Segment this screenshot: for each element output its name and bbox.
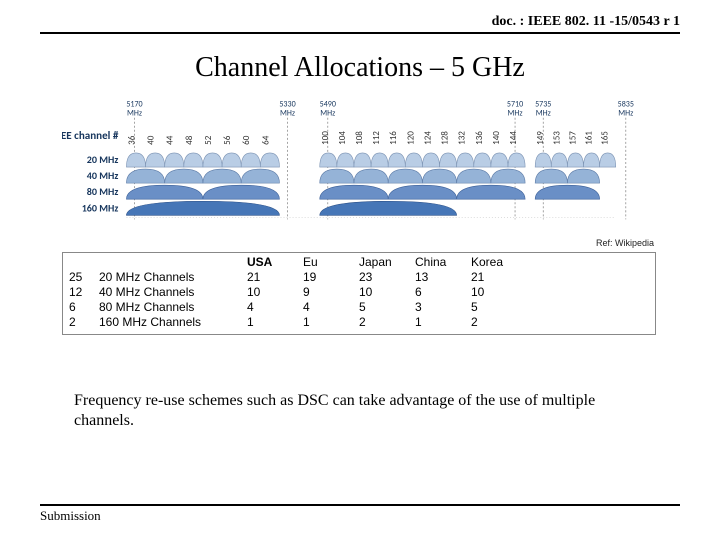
- svg-text:MHz: MHz: [320, 109, 335, 119]
- ct-cell: 1: [303, 315, 359, 330]
- ct-cell: 2: [471, 315, 527, 330]
- svg-text:40 MHz: 40 MHz: [87, 169, 119, 182]
- svg-text:60: 60: [241, 135, 252, 145]
- svg-text:100: 100: [320, 131, 331, 145]
- svg-text:116: 116: [388, 131, 399, 145]
- ct-row-count: 2: [69, 315, 99, 330]
- ct-row-count: 25: [69, 270, 99, 285]
- ct-cell: 19: [303, 270, 359, 285]
- svg-text:44: 44: [165, 135, 176, 145]
- ct-cell: 3: [415, 300, 471, 315]
- ct-row-label: 80 MHz Channels: [99, 300, 247, 315]
- svg-text:157: 157: [567, 131, 578, 145]
- ct-cell: 5: [359, 300, 415, 315]
- ct-cell: 1: [415, 315, 471, 330]
- svg-text:108: 108: [354, 131, 365, 145]
- svg-text:149: 149: [535, 131, 546, 145]
- ct-row-count: 6: [69, 300, 99, 315]
- svg-text:MHz: MHz: [618, 109, 633, 119]
- page-title: Channel Allocations – 5 GHz: [40, 34, 680, 94]
- svg-text:40: 40: [146, 135, 157, 145]
- ct-row: 1240 MHz Channels10910610: [69, 285, 651, 300]
- ct-header-usa: USA: [247, 255, 303, 270]
- svg-text:36: 36: [126, 135, 137, 145]
- body-paragraph: Frequency re-use schemes such as DSC can…: [74, 391, 646, 431]
- ct-row: 2520 MHz Channels2119231321: [69, 270, 651, 285]
- diagram: IEEE channel #20 MHz40 MHz80 MHz160 MHz5…: [62, 94, 656, 335]
- svg-text:MHz: MHz: [508, 109, 523, 119]
- svg-text:MHz: MHz: [536, 109, 551, 119]
- svg-text:52: 52: [203, 135, 214, 145]
- ct-header-japan: Japan: [359, 255, 415, 270]
- svg-text:128: 128: [440, 131, 451, 145]
- ct-header: USAEuJapanChinaKorea: [69, 255, 651, 270]
- svg-text:112: 112: [371, 131, 382, 145]
- reference-note: Ref: Wikipedia: [62, 234, 656, 252]
- ct-cell: 10: [359, 285, 415, 300]
- ct-header-china: China: [415, 255, 471, 270]
- ct-row: 2160 MHz Channels11212: [69, 315, 651, 330]
- ct-row-label: 40 MHz Channels: [99, 285, 247, 300]
- svg-text:IEEE channel #: IEEE channel #: [62, 128, 119, 142]
- ct-header-eu: Eu: [303, 255, 359, 270]
- svg-text:124: 124: [422, 131, 433, 145]
- ct-cell: 4: [303, 300, 359, 315]
- ct-cell: 21: [247, 270, 303, 285]
- channel-chart: IEEE channel # 20 MHz 40 MHz 80 MHz 160 MHz 5…: [62, 94, 656, 234]
- ct-cell: 9: [303, 285, 359, 300]
- ct-header-korea: Korea: [471, 255, 527, 270]
- svg-text:MHz: MHz: [127, 109, 142, 119]
- svg-text:153: 153: [551, 131, 562, 145]
- svg-text:161: 161: [584, 131, 595, 145]
- footer-submission: Submission: [40, 506, 680, 524]
- svg-text:80 MHz: 80 MHz: [87, 185, 119, 198]
- ct-cell: 23: [359, 270, 415, 285]
- ct-row-count: 12: [69, 285, 99, 300]
- ct-cell: 13: [415, 270, 471, 285]
- doc-id: doc. : IEEE 802. 11 -15/0543 r 1: [40, 14, 680, 32]
- ct-cell: 4: [247, 300, 303, 315]
- ct-cell: 10: [247, 285, 303, 300]
- ct-cell: 2: [359, 315, 415, 330]
- ct-cell: 6: [415, 285, 471, 300]
- svg-text:132: 132: [457, 131, 468, 145]
- ct-cell: 10: [471, 285, 527, 300]
- ct-row-label: 20 MHz Channels: [99, 270, 247, 285]
- ct-row-label: 160 MHz Channels: [99, 315, 247, 330]
- svg-text:120: 120: [405, 131, 416, 145]
- svg-text:160 MHz: 160 MHz: [82, 201, 119, 214]
- svg-text:20 MHz: 20 MHz: [87, 153, 119, 166]
- svg-text:165: 165: [600, 131, 611, 145]
- ct-cell: 5: [471, 300, 527, 315]
- svg-text:MHz: MHz: [280, 109, 295, 119]
- ct-cell: 1: [247, 315, 303, 330]
- svg-text:140: 140: [491, 131, 502, 145]
- svg-text:144: 144: [508, 131, 519, 145]
- ct-row: 680 MHz Channels44535: [69, 300, 651, 315]
- svg-text:48: 48: [184, 135, 195, 145]
- svg-text:136: 136: [474, 131, 485, 145]
- ct-cell: 21: [471, 270, 527, 285]
- svg-text:56: 56: [222, 135, 233, 145]
- svg-text:104: 104: [337, 131, 348, 145]
- country-table: USAEuJapanChinaKorea2520 MHz Channels211…: [69, 255, 651, 330]
- svg-text:64: 64: [260, 135, 271, 145]
